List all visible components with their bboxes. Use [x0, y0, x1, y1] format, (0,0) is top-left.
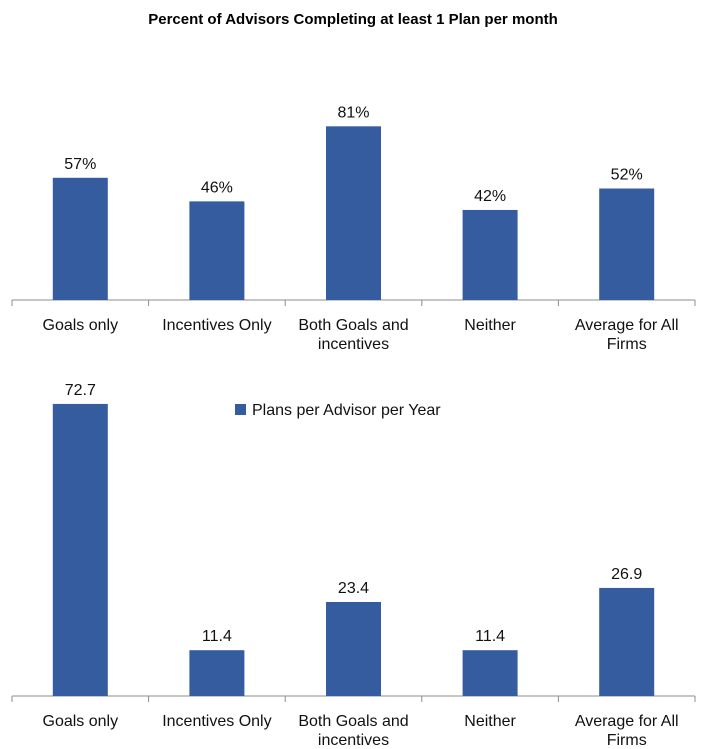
chart2-bar	[326, 601, 381, 696]
chart2-value-label: 11.4	[475, 628, 505, 645]
chart1-category-label: Incentives Only	[162, 317, 271, 334]
chart2-value-label: 72.7	[65, 382, 96, 399]
chart1-value-label: 42%	[474, 188, 506, 205]
chart2-bar	[189, 650, 245, 696]
chart2-bar	[52, 403, 108, 696]
chart1-bar	[599, 188, 655, 300]
chart1-bar	[326, 126, 381, 300]
chart1-title: Percent of Advisors Completing at least …	[148, 11, 558, 28]
chart2-category-label: Average for All Firms	[575, 713, 679, 749]
chart2-category-label: Incentives Only	[162, 713, 271, 730]
chart2-value-label: 26.9	[611, 566, 642, 583]
chart1-plot: 57% Goals only 46% Incentives Only 81% Both G…	[11, 104, 696, 353]
chart2-legend-label: Plans per Advisor per Year	[252, 402, 441, 419]
chart2-bar	[599, 587, 655, 696]
chart2-category-label: Neither	[464, 713, 516, 730]
chart1-value-label: 46%	[201, 179, 233, 196]
chart2-category-label: Goals only	[43, 713, 119, 730]
chart1-category-label: Neither	[464, 317, 516, 334]
chart1-category-label: Both Goals and incentives	[298, 317, 408, 353]
chart1-category-label: Average for All Firms	[575, 317, 679, 353]
chart1-category-label: Goals only	[43, 317, 119, 334]
chart1-bar	[52, 177, 108, 300]
chart2-value-label: 11.4	[202, 628, 232, 645]
chart1-value-label: 52%	[611, 167, 643, 184]
chart2-bar	[462, 650, 518, 696]
chart2-legend-swatch	[235, 404, 246, 415]
chart1-bar	[462, 209, 518, 300]
chart2-legend: Plans per Advisor per Year	[235, 402, 441, 419]
chart2-category-label: Both Goals and incentives	[298, 713, 408, 749]
chart2-plot: 72.7 Goals only 11.4 Incentives Only 23.4 Bot…	[11, 382, 696, 749]
chart1-bar	[189, 201, 245, 300]
chart1-value-label: 81%	[337, 104, 369, 121]
chart2-value-label: 23.4	[338, 580, 369, 597]
chart1-value-label: 57%	[64, 156, 96, 173]
